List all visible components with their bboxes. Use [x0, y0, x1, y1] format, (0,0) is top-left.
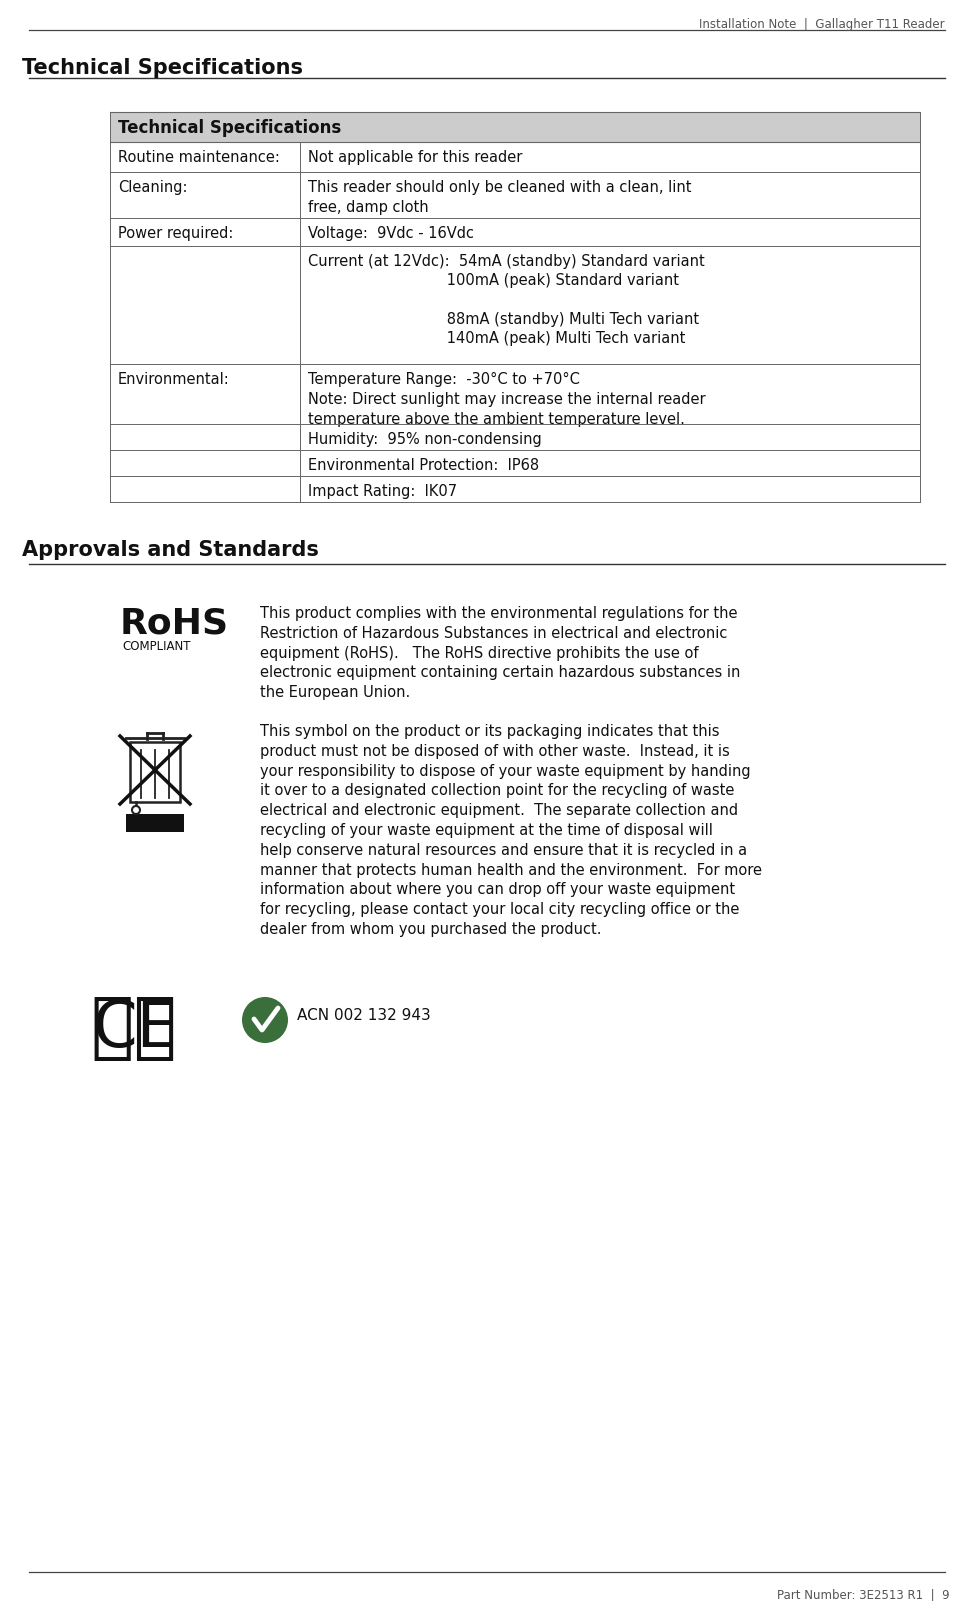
Text: This product complies with the environmental regulations for the
Restriction of : This product complies with the environme…	[260, 607, 740, 700]
Text: This reader should only be cleaned with a clean, lint
free, damp cloth: This reader should only be cleaned with …	[308, 179, 692, 215]
Text: Power required:: Power required:	[118, 226, 234, 242]
Bar	[126, 813, 184, 833]
Text: ACN 002 132 943: ACN 002 132 943	[297, 1009, 431, 1023]
Text: COMPLIANT: COMPLIANT	[122, 640, 191, 653]
Text: Part Number: 3E2513 R1  |  9: Part Number: 3E2513 R1 | 9	[777, 1588, 950, 1601]
Text: Humidity:  95% non-condensing: Humidity: 95% non-condensing	[308, 432, 542, 447]
Text: Temperature Range:  -30°C to +70°C
Note: Direct sunlight may increase the intern: Temperature Range: -30°C to +70°C Note: …	[308, 371, 705, 426]
Text: CE: CE	[92, 997, 177, 1060]
Text: ⒸⒺ: ⒸⒺ	[90, 994, 176, 1063]
Text: Routine maintenance:: Routine maintenance:	[118, 150, 280, 165]
Circle shape	[132, 805, 140, 813]
Bar	[130, 741, 180, 802]
Text: Cleaning:: Cleaning:	[118, 179, 188, 195]
Circle shape	[242, 997, 288, 1042]
Text: Technical Specifications: Technical Specifications	[118, 118, 341, 138]
Text: Environmental:: Environmental:	[118, 371, 230, 387]
Text: Approvals and Standards: Approvals and Standards	[22, 540, 318, 560]
Text: Current (at 12Vdc):  54mA (standby) Standard variant
                           : Current (at 12Vdc): 54mA (standby) Stand…	[308, 255, 705, 346]
Text: Impact Rating:  IK07: Impact Rating: IK07	[308, 484, 457, 500]
Bar	[110, 112, 920, 142]
Text: Environmental Protection:  IP68: Environmental Protection: IP68	[308, 458, 540, 472]
Text: Voltage:  9Vdc - 16Vdc: Voltage: 9Vdc - 16Vdc	[308, 226, 474, 242]
Text: This symbol on the product or its packaging indicates that this
product must not: This symbol on the product or its packag…	[260, 724, 762, 937]
Text: Installation Note  |  Gallagher T11 Reader: Installation Note | Gallagher T11 Reader	[699, 18, 945, 30]
Text: RoHS: RoHS	[120, 607, 229, 640]
Text: Not applicable for this reader: Not applicable for this reader	[308, 150, 522, 165]
Text: Technical Specifications: Technical Specifications	[22, 58, 303, 78]
